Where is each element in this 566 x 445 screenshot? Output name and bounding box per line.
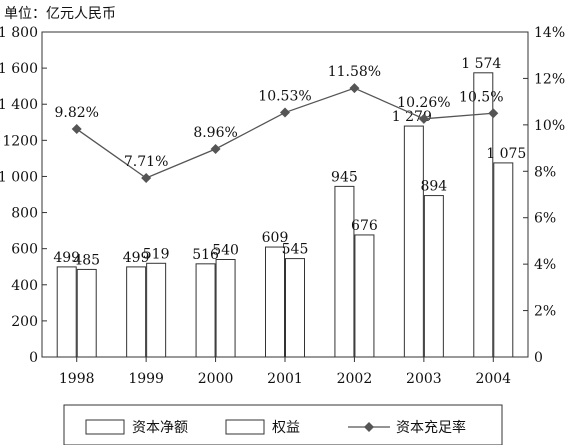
y-right-tick-label: 4% [534,257,556,273]
y-left-tick-label: 1200 [2,133,38,149]
x-tick-label: 1999 [128,371,164,387]
y-left-tick-label: 200 [11,314,38,330]
ratio-value-label: 10.26% [397,95,450,111]
bar-equity [146,262,167,358]
ratio-value-label: 10.53% [258,89,311,105]
unit-label: 单位：亿元人民币 [4,6,116,22]
y-left-tick-label: 800 [11,206,38,222]
ratio-value-label: 11.58% [328,64,381,80]
x-tick-label: 2003 [406,371,442,387]
bar-capital [56,266,77,358]
y-right-tick-label: 2% [534,304,556,320]
bar-value-label: 519 [143,246,170,262]
x-tick-label: 2004 [475,371,511,387]
ratio-marker [141,173,152,184]
ratio-marker [418,113,429,124]
bar-value-label: 676 [351,218,378,234]
legend-box [63,404,503,445]
bar-equity [285,258,305,358]
y-right-tick-label: 14% [534,25,565,41]
y-right-tick-label: 8% [534,164,556,180]
y-left-tick-label: 600 [11,242,38,258]
y-left-tick-label: 0 [29,350,38,366]
legend-marker-ratio [364,422,374,432]
plot-area: 0 200 400 600 800 1 000 1200 1 400 1 600 1 800 0 2%… [0,25,565,387]
x-tick-label: 1998 [59,371,95,387]
bar-value-label: 540 [212,243,239,259]
bar-capital [403,125,424,358]
bar-value-label: 1 574 [461,56,501,72]
bar-value-label: 485 [73,252,100,268]
bar-equity [76,268,97,358]
legend-label-equity: 权益 [272,420,300,436]
y-left-tick-label: 1 800 [0,25,38,41]
ratio-value-label: 7.71% [124,154,168,170]
bar-capital [126,266,147,358]
bar-equity [493,162,514,358]
bar-capital [265,246,285,358]
bar-equity [215,259,236,358]
bar-value-label: 1 075 [486,146,526,162]
ratio-marker [280,107,290,118]
y-left-tick-label: 1 600 [0,61,38,77]
bar-capital [473,72,494,358]
ratio-value-label: 9.82% [54,105,98,121]
bar-value-label: 516 [192,247,219,263]
bar-equity [354,234,375,358]
bar-value-label: 945 [331,169,358,185]
ratio-marker [210,144,221,154]
legend-swatch-capital [85,419,125,435]
bar-value-label: 545 [282,242,309,258]
x-tick-label: 2001 [267,371,303,387]
legend-label-ratio: 资本充足率 [396,419,466,436]
ratio-value-label: 8.96% [193,125,237,141]
ratio-marker [488,108,499,119]
x-tick-label: 2002 [337,371,373,387]
bar-value-label: 499 [53,250,80,266]
ratio-value-label: 10.5% [459,89,503,105]
legend: 资本净额 权益 资本充足率 [63,404,503,445]
bar-value-label: 609 [262,230,289,246]
legend-swatch-equity [225,419,265,435]
bar-value-label: 894 [420,179,447,195]
y-left-tick-label: 1 000 [0,169,38,185]
y-left-tick-label: 400 [11,278,38,294]
y-right-tick-label: 12% [534,71,565,87]
y-right-tick-label: 6% [534,211,556,227]
x-tick-label: 2000 [198,371,234,387]
bar-capital [195,263,216,358]
bar-value-label: 499 [123,250,150,266]
y-left-tick-label: 1 400 [0,97,38,113]
y-right-tick-label: 10% [534,118,565,134]
legend-label-capital: 资本净额 [132,420,188,436]
bar-capital [334,185,355,358]
bar-equity [423,195,444,358]
ratio-marker [349,83,360,94]
y-right-tick-label: 0 [534,350,543,366]
ratio-marker [71,124,82,135]
